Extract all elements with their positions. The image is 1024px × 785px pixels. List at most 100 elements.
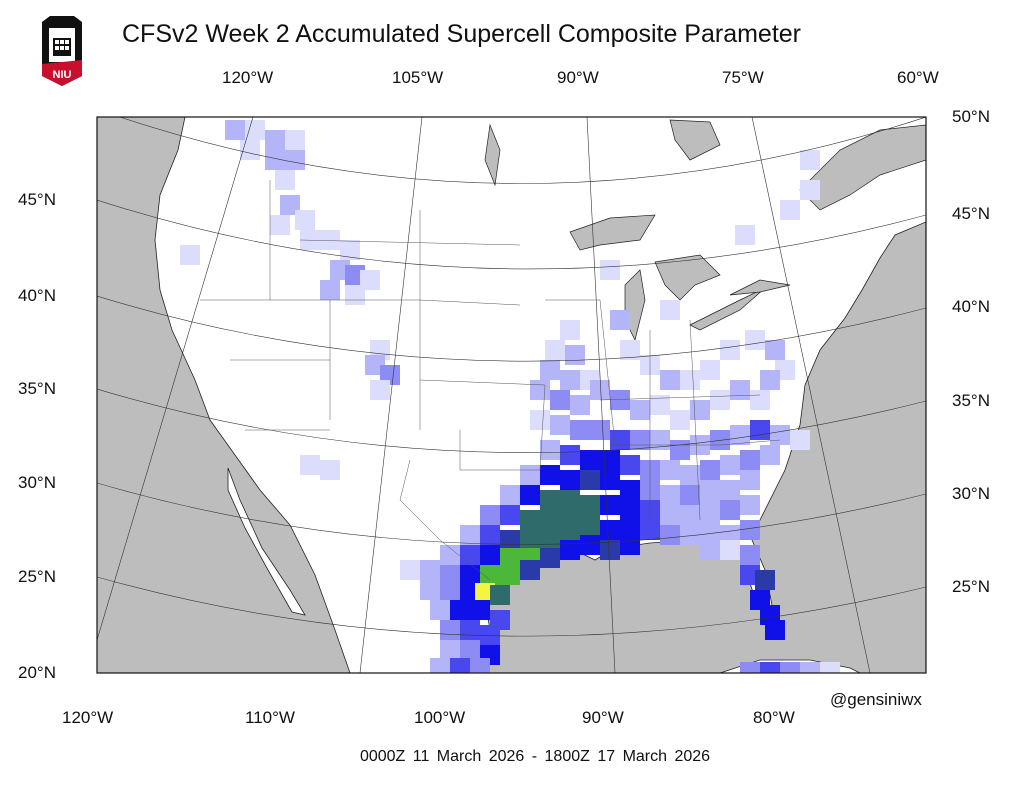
scp-cell bbox=[610, 390, 630, 410]
scp-cell bbox=[540, 465, 560, 485]
scp-cell bbox=[540, 490, 560, 510]
scp-cell bbox=[520, 465, 540, 485]
scp-cell bbox=[750, 390, 770, 410]
right-lat-label: 50°N bbox=[952, 107, 990, 126]
scp-cell bbox=[420, 580, 440, 600]
scp-cell bbox=[680, 485, 700, 505]
scp-cell bbox=[520, 485, 540, 505]
scp-cell bbox=[735, 225, 755, 245]
scp-cell bbox=[570, 420, 590, 440]
scp-cell bbox=[670, 410, 690, 430]
left-lat-label: 40°N bbox=[18, 286, 56, 305]
scp-cell bbox=[800, 662, 820, 673]
right-lat-label: 35°N bbox=[952, 391, 990, 410]
great-lakes bbox=[484, 119, 926, 342]
bottom-lon-label: 120°W bbox=[62, 708, 114, 727]
bottom-lon-label: 100°W bbox=[414, 708, 466, 727]
scp-cell bbox=[740, 520, 760, 540]
scp-cell bbox=[265, 150, 285, 170]
state-borders bbox=[200, 180, 781, 581]
right-lat-label: 25°N bbox=[952, 577, 990, 596]
scp-cell bbox=[680, 465, 700, 485]
scp-cell bbox=[540, 440, 560, 460]
svg-text:NIU: NIU bbox=[53, 69, 72, 81]
scp-cell bbox=[520, 560, 540, 580]
left-lat-label: 20°N bbox=[18, 663, 56, 682]
scp-cell bbox=[680, 525, 700, 545]
scp-cell bbox=[530, 410, 550, 430]
scp-cell bbox=[550, 415, 570, 435]
scp-cell bbox=[500, 565, 520, 585]
scp-cell bbox=[370, 380, 390, 400]
scp-cell bbox=[710, 390, 730, 410]
niu-logo: NIU bbox=[40, 16, 84, 91]
scp-cell bbox=[460, 640, 480, 660]
scp-cell bbox=[470, 600, 490, 620]
scp-field bbox=[180, 120, 840, 673]
scp-cell bbox=[800, 150, 820, 170]
scp-cell bbox=[400, 560, 420, 580]
top-lon-label: 75°W bbox=[722, 68, 764, 87]
scp-cell bbox=[690, 400, 710, 420]
scp-cell bbox=[245, 120, 265, 140]
scp-cell bbox=[710, 430, 730, 450]
left-lat-label: 25°N bbox=[18, 567, 56, 586]
scp-cell bbox=[700, 500, 720, 520]
scp-cell bbox=[620, 535, 640, 555]
scp-cell bbox=[610, 430, 630, 450]
scp-cell bbox=[570, 395, 590, 415]
scp-cell bbox=[740, 450, 760, 470]
scp-cell bbox=[720, 455, 740, 475]
left-lat-label: 45°N bbox=[18, 190, 56, 209]
scp-cell bbox=[680, 505, 700, 525]
scp-cell bbox=[620, 455, 640, 475]
scp-cell bbox=[450, 658, 470, 673]
scp-cell bbox=[580, 535, 600, 555]
bottom-lon-label: 90°W bbox=[582, 708, 624, 727]
scp-cell bbox=[420, 560, 440, 580]
scp-cell bbox=[560, 540, 580, 560]
scp-cell bbox=[765, 620, 785, 640]
scp-cell bbox=[650, 395, 670, 415]
scp-cell bbox=[700, 480, 720, 500]
right-lat-label: 30°N bbox=[952, 484, 990, 503]
scp-cell bbox=[600, 450, 620, 470]
scp-cell bbox=[500, 505, 520, 525]
scp-cell bbox=[700, 520, 720, 540]
scp-cell bbox=[450, 600, 470, 620]
scp-cell bbox=[460, 525, 480, 545]
scp-cell bbox=[780, 200, 800, 220]
scp-cell bbox=[600, 260, 620, 280]
scp-cell bbox=[740, 662, 760, 673]
scp-cell bbox=[480, 505, 500, 525]
scp-cell bbox=[500, 530, 520, 550]
scp-cell bbox=[580, 450, 600, 470]
scp-cell bbox=[820, 662, 840, 673]
scp-cell bbox=[520, 530, 540, 550]
scp-cell bbox=[300, 455, 320, 475]
scp-cell bbox=[470, 658, 490, 673]
scp-cell bbox=[750, 420, 770, 440]
scp-cell bbox=[480, 565, 500, 585]
scp-cell bbox=[620, 340, 640, 360]
scp-cell bbox=[265, 130, 285, 150]
scp-cell bbox=[275, 170, 295, 190]
scp-cell bbox=[620, 500, 640, 520]
scp-cell bbox=[320, 460, 340, 480]
scp-cell bbox=[660, 300, 680, 320]
scp-cell bbox=[460, 545, 480, 565]
scp-cell bbox=[580, 470, 600, 490]
scp-cell bbox=[430, 600, 450, 620]
scp-cell bbox=[700, 460, 720, 480]
scp-cell bbox=[660, 370, 680, 390]
scp-cell bbox=[440, 640, 460, 660]
scp-cell bbox=[460, 565, 480, 585]
scp-cell bbox=[320, 230, 340, 250]
scp-cell bbox=[460, 620, 480, 640]
scp-cell bbox=[430, 658, 450, 673]
scp-cell bbox=[540, 548, 560, 568]
scp-cell bbox=[760, 370, 780, 390]
right-lat-label: 45°N bbox=[952, 204, 990, 223]
date-range: 0000Z 11 March 2026 - 1800Z 17 March 202… bbox=[359, 748, 711, 765]
scp-cell bbox=[490, 585, 510, 605]
